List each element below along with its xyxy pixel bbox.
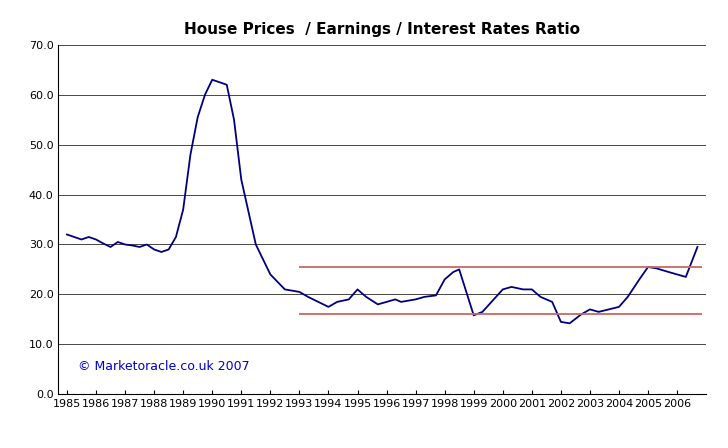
Text: © Marketoracle.co.uk 2007: © Marketoracle.co.uk 2007 (78, 360, 249, 373)
Title: House Prices  / Earnings / Interest Rates Ratio: House Prices / Earnings / Interest Rates… (184, 22, 580, 37)
